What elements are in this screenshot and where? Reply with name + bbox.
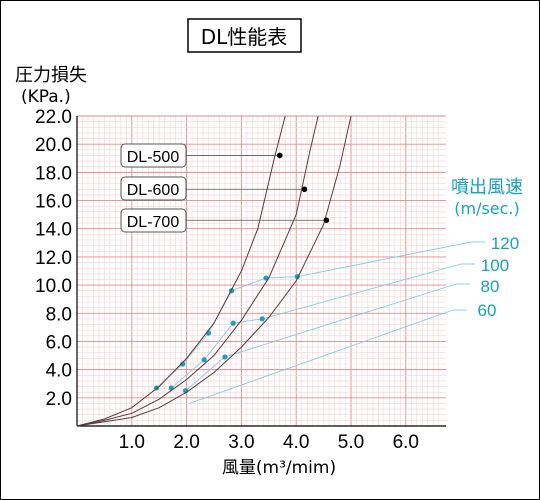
series-label-dl-600: DL-600 [127,182,180,199]
velocity-line-60 [189,309,454,404]
velocity-label-120: 120 [491,234,519,253]
y-tick-label: 2.0 [46,389,72,410]
x-tick-label: 6.0 [393,432,419,453]
y-tick-label: 16.0 [35,192,72,213]
title-box [187,18,302,53]
y-axis-label: 圧力損失 [15,65,87,86]
curve-dl-600 [76,115,319,427]
y-axis-unit: (KPa.) [21,87,71,107]
velocity-line-120 [156,241,472,389]
chart-title: DL性能表 [201,25,288,49]
series-label-dl-700: DL-700 [127,214,180,231]
y-tick-label: 18.0 [35,163,72,184]
series-marker [301,186,308,193]
y-tick-label: 10.0 [35,276,72,297]
velocity-point [230,320,236,326]
series-marker [323,217,330,224]
velocity-title: 噴出風速 [451,177,523,198]
series-marker [276,152,283,159]
tick-labels: 2.0 4.0 6.0 8.0 10.0 12.0 14.0 16.0 18.0 20.0 22.0… [35,107,419,453]
y-tick-label: 4.0 [46,361,72,382]
x-tick-label: 4.0 [283,432,309,453]
velocity-label-60: 60 [478,301,497,320]
x-tick-label: 3.0 [228,432,254,453]
y-tick-label: 22.0 [35,107,72,128]
y-tick-label: 6.0 [46,332,72,353]
y-tick-label: 8.0 [46,304,72,325]
x-tick-label: 1.0 [119,432,145,453]
velocity-point [180,361,186,367]
velocity-unit: (m/sec.) [454,199,520,218]
x-tick-label: 5.0 [338,432,364,453]
velocity-point [259,316,265,322]
velocity-label-80: 80 [481,277,500,296]
x-axis-label: 風量(m³/mim) [222,458,336,478]
curve-dl-500 [76,115,286,427]
series-labels: DL-500 DL-600 DL-700 [120,143,330,233]
series-label-box [120,176,187,201]
velocity-lines: 120 100 80 60 [153,234,519,404]
curve-dl-700 [76,115,352,427]
velocity-label-100: 100 [481,256,509,275]
y-tick-label: 20.0 [35,135,72,156]
y-tick-label: 12.0 [35,248,72,269]
y-tick-label: 14.0 [35,220,72,241]
velocity-point [201,357,207,363]
velocity-point [222,354,228,360]
axes [76,116,446,427]
series-label-dl-500: DL-500 [127,149,180,166]
curves [76,115,352,427]
x-tick-label: 2.0 [173,432,199,453]
